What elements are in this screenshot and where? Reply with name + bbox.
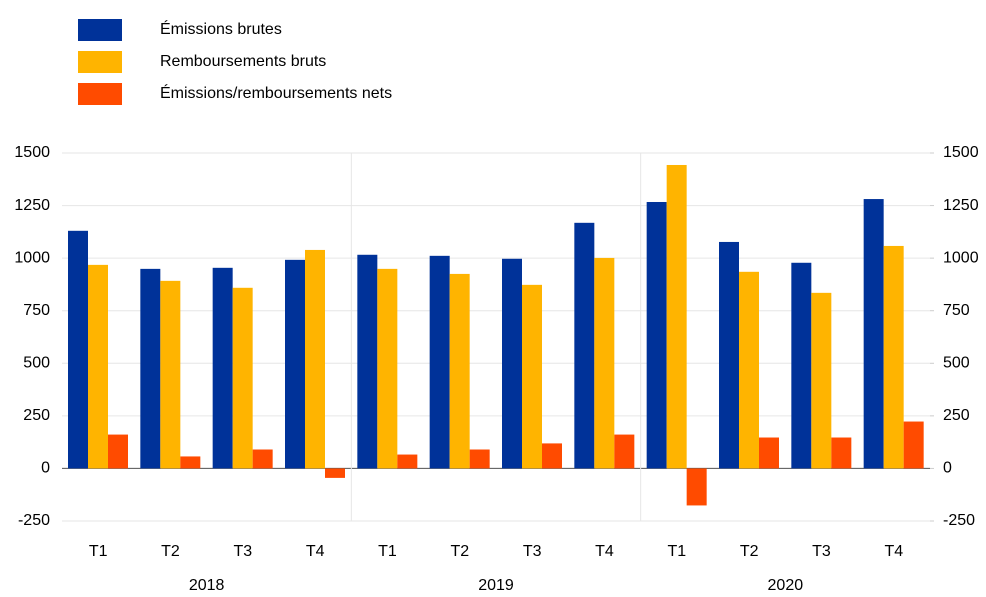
x-tick-label: T1: [667, 543, 686, 560]
bar: [542, 443, 562, 469]
bar: [594, 257, 615, 469]
y-tick-label: 250: [23, 407, 50, 424]
bar: [68, 230, 88, 469]
y2-tick-label: 0: [943, 460, 952, 477]
bar: [903, 421, 924, 469]
x-tick-label: T2: [161, 543, 180, 560]
bar: [397, 454, 418, 469]
bar: [666, 164, 687, 469]
bar: [719, 241, 739, 469]
bar: [811, 292, 832, 469]
y-tick-label: -250: [18, 512, 50, 529]
x-tick-label: T3: [812, 543, 831, 560]
bar: [791, 262, 812, 469]
bar: [377, 268, 398, 469]
x-tick-label: T3: [523, 543, 542, 560]
bar: [305, 249, 325, 469]
y2-tick-label: 500: [943, 355, 970, 372]
legend-swatch: [78, 19, 122, 41]
x-tick-label: T2: [740, 543, 759, 560]
bar: [357, 254, 378, 469]
bar: [863, 199, 884, 469]
bar: [160, 280, 181, 469]
bar: [831, 437, 852, 469]
bar: [180, 456, 201, 469]
bar: [759, 437, 779, 469]
y2-tick-label: 1500: [943, 144, 979, 161]
y-tick-label: 0: [41, 460, 50, 477]
bar: [739, 271, 759, 469]
bar: [449, 273, 470, 469]
legend-label: Émissions/remboursements nets: [160, 83, 392, 102]
y-tick-label: 750: [23, 302, 50, 319]
bar: [232, 287, 253, 469]
y2-tick-label: 1250: [943, 197, 979, 214]
bar: [429, 255, 450, 469]
y-tick-label: 500: [23, 355, 50, 372]
bar: [212, 267, 233, 469]
bar: [883, 245, 904, 469]
y-tick-label: 1500: [14, 144, 50, 161]
bar: [325, 468, 345, 478]
legend-label: Émissions brutes: [160, 19, 282, 38]
x-tick-label: T4: [306, 543, 325, 560]
bar: [502, 258, 522, 469]
group-label: 2018: [189, 577, 225, 594]
group-label: 2019: [478, 577, 514, 594]
group-label: 2020: [768, 577, 804, 594]
bar: [285, 259, 305, 469]
legend-swatch: [78, 51, 122, 73]
bar: [108, 434, 128, 469]
legend-label: Remboursements bruts: [160, 53, 326, 70]
bar: [614, 434, 635, 469]
x-tick-label: T1: [89, 543, 108, 560]
y2-tick-label: -250: [943, 512, 975, 529]
bar: [469, 449, 490, 469]
x-tick-label: T3: [233, 543, 252, 560]
x-tick-label: T1: [378, 543, 397, 560]
y-tick-label: 1250: [14, 197, 50, 214]
x-tick-label: T2: [450, 543, 469, 560]
y2-tick-label: 750: [943, 302, 970, 319]
x-tick-label: T4: [595, 543, 614, 560]
bar: [252, 449, 273, 469]
bar: [646, 201, 667, 469]
bar: [522, 284, 542, 469]
x-tick-label: T4: [884, 543, 903, 560]
y-tick-label: 1000: [14, 249, 50, 266]
bar: [574, 222, 595, 469]
bar: [686, 468, 707, 506]
y2-tick-label: 1000: [943, 249, 979, 266]
legend-swatch: [78, 83, 122, 105]
bar: [88, 264, 108, 469]
y2-tick-label: 250: [943, 407, 970, 424]
bar: [140, 268, 161, 469]
